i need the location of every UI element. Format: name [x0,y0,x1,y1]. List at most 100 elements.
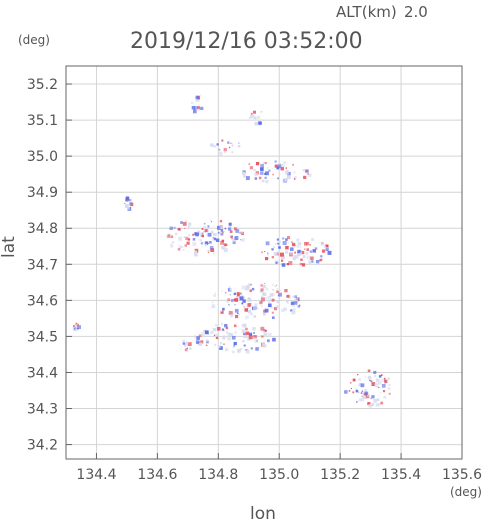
echo-cell [305,169,309,173]
echo-cell [185,341,189,345]
echo-cell [381,378,383,381]
echo-cell [245,331,250,336]
echo-cell [239,293,243,298]
echo-cell [262,284,266,289]
echo-cell [271,177,273,179]
echo-cell [236,293,240,297]
echo-cell [356,401,358,403]
echo-cell [215,323,218,327]
echo-cell [308,260,312,264]
echo-cell [357,374,359,376]
echo-cell [260,167,264,171]
echo-cell [220,310,223,312]
altitude-value: 2.0 [404,3,428,21]
echo-cell [254,177,258,180]
echo-cell [193,109,197,114]
echo-cell [215,238,220,242]
echo-cell [286,294,290,298]
x-ticks: 134.4 134.6 134.8 135.0 135.2 135.4 135.6 [76,453,482,483]
echo-cell [388,384,391,387]
echo-cell [189,347,191,349]
echo-cell [261,292,266,296]
echo-cell [226,331,229,334]
y-tick-label: 35.0 [27,149,58,165]
echo-cell [272,337,276,342]
echo-cell [182,222,187,226]
echo-cell [257,115,260,119]
echo-cell [320,255,323,258]
echo-cell [189,348,192,350]
echo-cell [375,403,379,407]
echo-cell [294,251,296,254]
echo-cell [378,375,382,378]
echo-cell [214,343,217,346]
echo-cell [301,250,305,255]
x-tick-label: 135.0 [259,467,299,483]
echo-cell [252,327,256,331]
echo-cell [216,327,221,331]
echo-cell [187,342,192,346]
echo-cell [249,331,252,334]
echo-cell [267,167,269,169]
echo-cell [228,222,232,226]
echo-cell [271,311,274,314]
echo-cell [175,232,178,235]
echo-cell [268,299,270,301]
echo-cell [253,335,257,339]
x-tick-label: 134.4 [76,467,116,483]
echo-cell [316,260,320,264]
echo-cell [230,235,233,239]
echo-cell [280,167,284,171]
echo-cell [242,308,244,311]
echo-cell [224,227,227,230]
echo-cell [360,383,365,388]
y-tick-label: 34.6 [27,293,58,309]
echo-cell [222,231,224,234]
echo-cell [273,246,276,248]
echo-cell [210,248,215,252]
echo-cell [303,175,307,179]
echo-cell [223,148,227,152]
echo-cell [253,168,256,172]
echo-cell [230,142,232,144]
echo-cell [276,251,279,254]
echo-cell [204,241,209,245]
echo-cell [296,238,300,242]
y-tick-label: 34.8 [27,221,58,237]
echo-cell [271,256,274,259]
echo-cell [268,303,272,308]
echo-cell [258,346,261,349]
echo-cell [232,240,236,244]
echo-cell [209,241,212,244]
echo-cell [207,249,210,253]
echo-cell [247,303,252,307]
echo-cell [305,252,309,255]
echo-cell [224,324,228,328]
echo-cell [212,238,215,241]
echo-cell [263,162,265,164]
echo-cell [221,290,223,292]
echo-cell [293,254,298,259]
echo-cell [291,310,296,315]
echo-cell [362,395,366,399]
echo-cell [241,323,245,327]
echo-cell [197,230,200,232]
echo-cell [75,322,77,324]
y-tick-label: 35.1 [27,113,58,129]
echo-cell [215,292,217,294]
echo-cell [277,242,280,245]
echo-cell [315,247,318,250]
echo-cell [383,396,387,399]
echo-cell [219,220,223,223]
echo-cell [125,196,130,201]
echo-cell [222,307,225,311]
echo-cell [312,249,316,253]
echo-cell [370,380,373,383]
echo-cell [281,163,285,167]
echo-cell [263,332,266,335]
echo-cell [77,325,81,329]
echo-cell [233,324,237,328]
echo-cell [209,246,214,250]
y-tick-label: 34.2 [27,438,58,454]
